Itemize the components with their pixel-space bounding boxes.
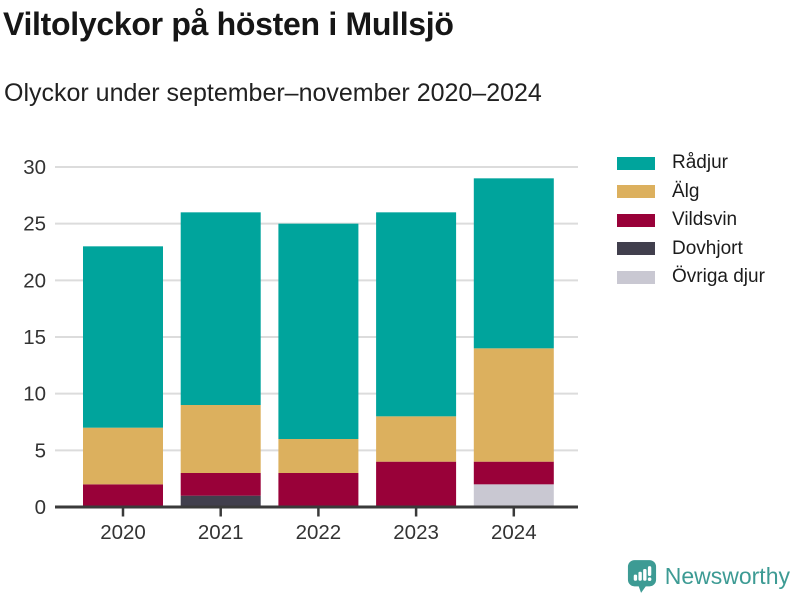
bar-segment-ovriga-djur-2024 [473,484,554,507]
legend-swatch-dovhjort [617,242,655,256]
x-tick-label-2021: 2021 [198,521,244,544]
bar-segment-vildsvin-2022 [278,473,359,507]
brand-footer: Newsworthy [627,559,790,593]
legend-swatch-ovriga-djur [617,270,655,284]
y-tick-label-20: 20 [23,269,46,292]
bar-segment-alg-2021 [180,405,261,473]
x-tick-label-2022: 2022 [296,521,342,544]
y-tick-label-30: 30 [23,156,46,179]
legend-item-vildsvin: Vildsvin [617,206,800,235]
x-tick-label-2024: 2024 [491,521,537,544]
chart-subtitle: Olyckor under september–november 2020–20… [4,79,542,107]
legend-label-radjur: Rådjur [672,152,728,174]
bar-segment-vildsvin-2021 [180,473,261,496]
bar-segment-alg-2022 [278,439,359,473]
bar-segment-radjur-2020 [83,246,163,428]
y-tick-label-10: 10 [23,383,46,406]
y-tick-label-15: 15 [23,326,46,349]
legend-item-ovriga-djur: Övriga djur [617,263,800,292]
bar-segment-vildsvin-2020 [83,484,163,507]
y-tick-label-0: 0 [35,496,46,519]
legend-item-alg: Älg [617,178,800,207]
y-tick-label-25: 25 [23,213,46,236]
stacked-bar-chart-plot: 2020 2021 2022 2023 2024 0 5 10 15 20 25 30 [23,156,578,544]
legend-label-vildsvin: Vildsvin [672,209,738,231]
legend-item-radjur: Rådjur [617,149,800,178]
y-tick-label-5: 5 [35,439,46,462]
bar-segment-dovhjort-2021 [180,495,261,507]
bar-segment-radjur-2022 [278,223,359,439]
bar-segment-alg-2024 [473,348,554,462]
bar-segment-vildsvin-2024 [473,461,554,485]
bar-segment-radjur-2021 [180,212,261,405]
bar-segment-vildsvin-2023 [376,461,457,507]
legend-swatch-alg [617,185,655,199]
legend-swatch-vildsvin [617,213,655,227]
legend-label-dovhjort: Dovhjort [672,237,743,259]
newsworthy-logo-icon [627,560,656,593]
brand-name: Newsworthy [664,562,790,589]
bar-segment-alg-2020 [83,427,163,485]
x-tick-label-2020: 2020 [100,521,146,544]
chart-title: Viltolyckor på hösten i Mullsjö [3,6,454,42]
legend-label-alg: Älg [672,180,700,202]
legend-item-dovhjort: Dovhjort [617,235,800,264]
chart-legend: Rådjur Älg Vildsvin Dovhjort Övriga djur [617,149,800,292]
legend-label-ovriga-djur: Övriga djur [672,266,765,288]
bar-segment-radjur-2023 [376,212,457,417]
legend-swatch-radjur [617,156,655,170]
x-tick-label-2023: 2023 [393,521,439,544]
bar-segment-alg-2023 [376,416,457,462]
bar-segment-radjur-2024 [473,178,554,349]
